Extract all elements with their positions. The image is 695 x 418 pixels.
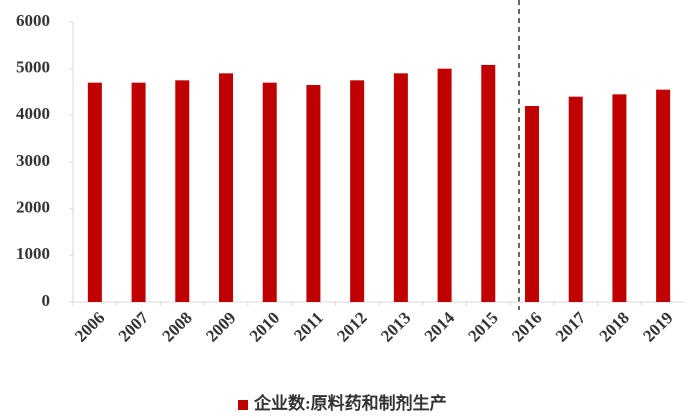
x-tick-label: 2007 — [115, 308, 153, 346]
y-tick-label: 4000 — [16, 104, 50, 123]
bar — [656, 89, 671, 303]
y-tick-label: 2000 — [16, 198, 50, 217]
y-tick-label: 6000 — [16, 11, 50, 30]
bar — [393, 73, 408, 302]
x-tick-label: 2012 — [333, 308, 370, 345]
x-tick-label: 2006 — [71, 308, 108, 345]
x-tick-label: 2013 — [377, 308, 414, 345]
bar — [612, 94, 627, 302]
bar — [262, 82, 277, 303]
bar — [350, 80, 365, 302]
bar — [219, 73, 233, 302]
x-tick-label: 2019 — [639, 308, 676, 345]
bar — [568, 96, 583, 303]
y-tick-label: 0 — [42, 291, 51, 310]
legend-swatch — [238, 400, 248, 410]
x-tick-label: 2008 — [158, 308, 195, 345]
x-tick-label: 2010 — [246, 308, 283, 345]
x-tick-label: 2018 — [596, 308, 633, 345]
bar — [437, 68, 452, 303]
x-tick-label: 2011 — [290, 308, 327, 345]
legend-label: 企业数:原料药和制剂生产 — [253, 393, 447, 413]
x-tick-label: 2017 — [552, 308, 590, 346]
bar — [175, 80, 190, 302]
y-tick-label: 3000 — [16, 151, 50, 170]
bar — [87, 82, 102, 303]
bar — [131, 82, 146, 303]
bar — [481, 64, 496, 302]
x-tick-label: 2015 — [464, 308, 501, 345]
bar — [525, 106, 539, 302]
bar — [306, 85, 321, 302]
y-tick-label: 1000 — [16, 244, 50, 263]
x-tick-label: 2016 — [508, 308, 545, 345]
x-tick-label: 2009 — [202, 308, 239, 345]
y-tick-label: 5000 — [16, 58, 50, 77]
x-tick-label: 2014 — [421, 308, 459, 346]
